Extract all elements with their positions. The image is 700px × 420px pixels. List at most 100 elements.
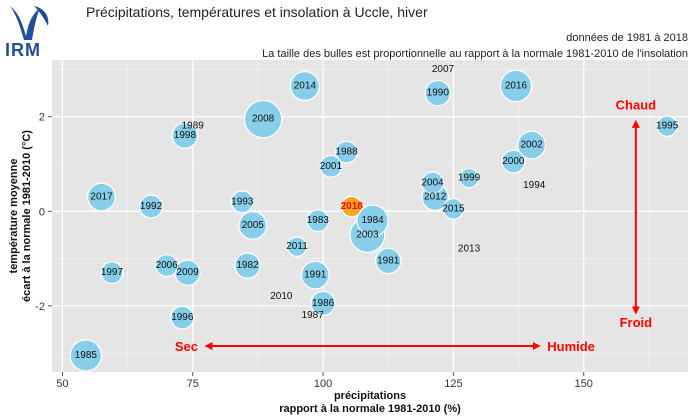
bubble-1981 [375,247,402,275]
bubble-label-2013: 2013 [458,244,481,255]
annotation-humide: Humide [547,339,595,354]
bubble-label-2006: 2006 [156,260,179,271]
bubble-1991 [300,260,330,290]
bubble-label-2007: 2007 [432,64,455,75]
bubble-label-2009: 2009 [176,267,199,278]
bubble-1984 [356,204,389,237]
bubble-2010 [279,294,284,299]
x-axis-title-line1: précipitations [334,390,406,402]
bubble-2005 [238,211,268,240]
bubble-label-2008: 2008 [252,114,275,125]
bubble-label-2005: 2005 [242,220,265,231]
bubble-1997 [100,261,124,285]
x-tick-label: 75 [187,378,199,390]
bubble-2018 [340,195,363,218]
bubble-1992 [139,194,164,219]
logo-swoosh-icon [10,6,40,40]
bubble-label-1987: 1987 [302,310,325,321]
y-axis-title-line1: température moyenne [8,159,20,274]
bubble-1995 [656,115,678,137]
bubble-2000 [501,149,526,174]
bubble-label-2012: 2012 [424,192,447,203]
bubble-label-1988: 1988 [335,147,358,158]
x-tick-label: 100 [314,378,332,390]
x-tick-label: 50 [56,378,68,390]
bubble-label-1985: 1985 [75,350,98,361]
bubble-2014 [289,70,320,101]
chart-subtitle-period: données de 1981 à 2018 [566,32,688,44]
bubble-1998 [171,122,199,149]
bubble-label-2001: 2001 [320,161,343,172]
bubble-1985 [69,339,103,372]
bubble-label-1998: 1998 [174,130,197,141]
bubble-2016 [499,69,533,103]
bubble-label-1993: 1993 [231,196,254,207]
bubble-label-1986: 1986 [312,298,335,309]
bubble-label-2014: 2014 [294,81,317,92]
bubble-label-1991: 1991 [304,270,327,281]
annotation-arrows [204,119,640,350]
bubble-label-1996: 1996 [171,312,194,323]
bubble-1988 [335,140,358,164]
bubble-layer [69,67,678,372]
bubble-1982 [234,252,261,279]
x-tick-label: 150 [575,378,593,390]
bubble-2013 [467,247,471,251]
bubble-label-2000: 2000 [502,156,525,167]
bubble-label-2017: 2017 [90,192,113,203]
bubble-label-1992: 1992 [140,201,163,212]
bubble-label-2003: 2003 [356,229,379,240]
y-tick-label: 0 [39,206,45,218]
bubble-2001 [319,154,343,178]
logo-text: IRM [5,40,41,60]
bubble-label-2016: 2016 [505,81,528,92]
bubble-2011 [286,236,308,257]
bubble-label-1981: 1981 [377,255,400,266]
bubble-label-1994: 1994 [523,180,546,191]
bubble-1986 [310,290,336,317]
x-axis-title-line2: rapport à la normale 1981-2010 (%) [279,403,461,415]
bubble-1989 [190,124,195,128]
bubble-label-2004: 2004 [421,177,444,188]
chart-subtitle-note: La taille des bulles est proportionnelle… [262,48,688,60]
bubble-label-2002: 2002 [520,140,543,151]
bubble-1983 [306,209,330,233]
bubble-label-2018: 2018 [341,201,364,212]
irm-logo [10,6,49,40]
bubble-2008 [243,99,283,139]
chart-title: Précipitations, températures et insolati… [86,4,428,20]
annotation-froid: Froid [620,315,653,330]
bubble-label-1982: 1982 [236,260,259,271]
y-axis-title-line2: écart à la normale 1981-2010 (°C) [21,130,33,302]
bubble-1990 [424,79,451,107]
bubble-1996 [170,305,195,330]
bubble-label-1990: 1990 [427,88,450,99]
y-tick-label: 2 [39,112,45,124]
bubble-2007 [441,67,445,72]
bubble-label-1989: 1989 [182,121,205,132]
bubble-2004 [421,171,444,195]
bubble-1987 [310,313,315,318]
x-tick-label: 125 [444,378,462,390]
bubble-label-2010: 2010 [270,291,293,302]
annotation-sec: Sec [175,339,198,354]
bubble-label-1983: 1983 [307,215,330,226]
bubble-label-1997: 1997 [101,267,124,278]
bubble-1999 [458,167,480,189]
bubble-1994 [532,183,537,188]
annotation-chaud: Chaud [616,98,657,113]
bubble-label-1995: 1995 [656,121,679,132]
bubble-label-2015: 2015 [442,203,465,214]
bubble-label-2011: 2011 [286,241,308,252]
bubble-2002 [517,130,547,160]
bubble-2006 [155,254,179,278]
bubble-2015 [442,198,465,220]
bubble-2017 [87,182,116,212]
bubble-label-1999: 1999 [458,173,481,184]
bubble-1993 [230,190,254,214]
y-tick-label: -2 [35,301,45,313]
axis-ticks: 50 75 100 125 150 -2 0 2 [35,112,593,390]
bubble-label-1984: 1984 [361,215,384,226]
